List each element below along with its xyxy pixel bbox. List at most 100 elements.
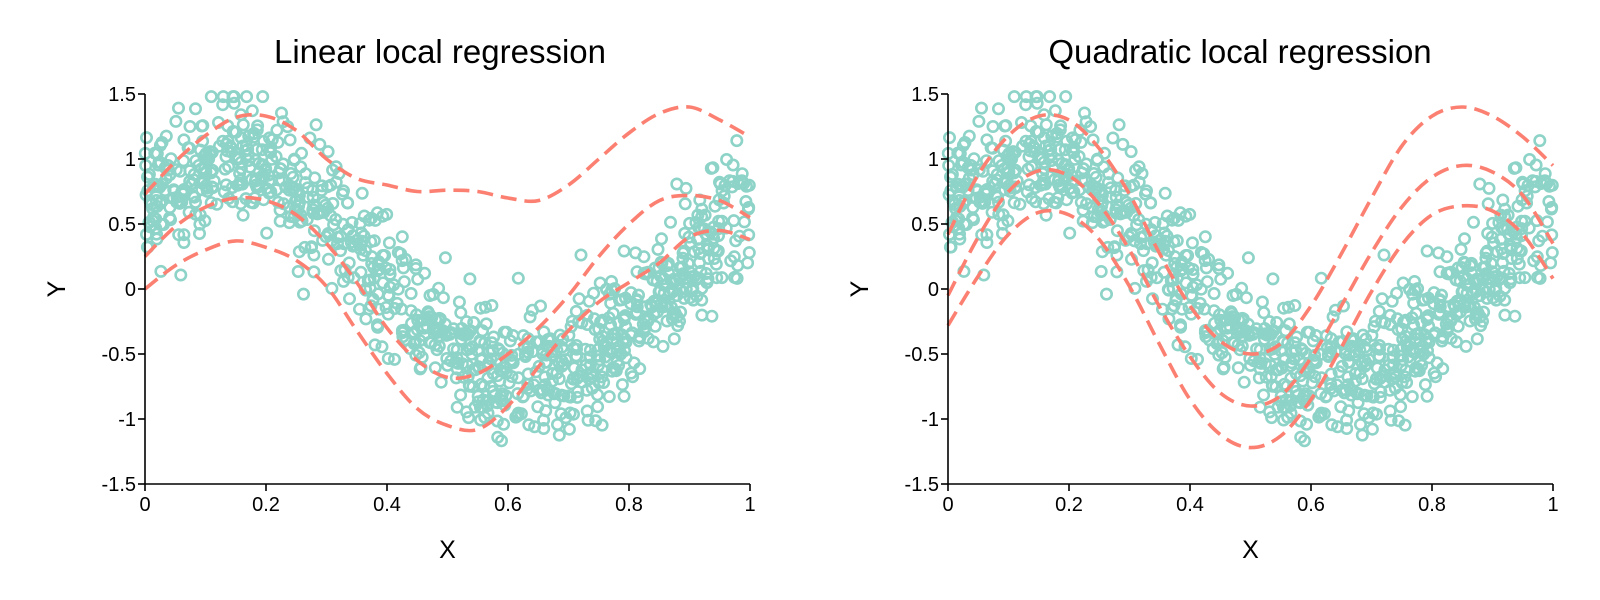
scatter-point — [678, 197, 692, 211]
scatter-point — [986, 120, 1000, 134]
scatter-point — [1503, 276, 1517, 290]
scatter-point — [1300, 325, 1314, 339]
scatter-point — [1182, 300, 1196, 314]
scatter-point — [1357, 388, 1371, 402]
scatter-point — [1545, 201, 1559, 215]
scatter-point — [1112, 118, 1126, 132]
scatter-point — [1263, 343, 1277, 357]
x-axis-label: X — [439, 536, 456, 564]
scatter-point — [1420, 244, 1434, 258]
scatter-point — [742, 246, 756, 260]
scatter-point — [478, 300, 492, 314]
scatter-point — [1481, 226, 1495, 240]
scatter-point — [1498, 293, 1512, 307]
scatter-point — [1110, 248, 1124, 262]
scatter-point — [368, 213, 382, 227]
scatter-point — [269, 150, 283, 164]
scatter-point — [1396, 332, 1410, 346]
panel-2: Quadratic local regression 0 0.2 0.4 0.6 0.8 1… — [846, 33, 1559, 564]
scatter-point — [257, 134, 271, 148]
scatter-point — [1007, 196, 1021, 210]
scatter-point — [1264, 359, 1278, 373]
scatter-series — [941, 90, 1559, 448]
scatter-point — [1158, 186, 1172, 200]
scatter-point — [1061, 164, 1075, 178]
scatter-point — [1412, 364, 1426, 378]
scatter-point — [307, 224, 321, 238]
scatter-point — [555, 359, 569, 373]
y-tick-label: 0 — [125, 279, 136, 301]
scatter-point — [991, 102, 1005, 116]
scatter-point — [1072, 150, 1086, 164]
scatter-point — [1529, 158, 1543, 172]
scatter-point — [614, 328, 628, 342]
scatter-point — [275, 173, 289, 187]
scatter-point — [676, 246, 690, 260]
scatter-point — [196, 172, 210, 186]
scatter-point — [1241, 251, 1255, 265]
scatter-point — [1399, 313, 1413, 327]
x-tick-label: 0.8 — [615, 494, 643, 516]
scatter-point — [1132, 160, 1146, 174]
x-tick-label: 1 — [1547, 494, 1558, 516]
scatter-point — [630, 294, 644, 308]
scatter-point — [395, 230, 409, 244]
scatter-point — [1377, 248, 1391, 262]
scatter-point — [1259, 370, 1273, 384]
scatter-point — [1140, 184, 1154, 198]
scatter-point — [1124, 145, 1138, 159]
scatter-point — [1473, 310, 1487, 324]
scatter-point — [249, 172, 263, 186]
scatter-point — [1089, 170, 1103, 184]
scatter-point — [286, 170, 300, 184]
scatter-point — [364, 235, 378, 249]
scatter-point — [485, 298, 499, 312]
scatter-point — [149, 221, 163, 235]
scatter-point — [1511, 199, 1525, 213]
scatter-point — [1095, 188, 1109, 202]
scatter-point — [974, 101, 988, 115]
scatter-point — [1383, 404, 1397, 418]
scatter-point — [1019, 98, 1033, 112]
scatter-point — [1470, 272, 1484, 286]
scatter-point — [1054, 119, 1068, 133]
scatter-point — [613, 339, 627, 353]
scatter-point — [497, 325, 511, 339]
scatter-point — [1342, 404, 1356, 418]
scatter-point — [496, 364, 510, 378]
scatter-point — [1174, 320, 1188, 334]
scatter-point — [225, 181, 239, 195]
scatter-point — [1028, 181, 1042, 195]
scatter-point — [199, 165, 213, 179]
x-tick-label: 1 — [744, 494, 755, 516]
scatter-point — [1420, 311, 1434, 325]
scatter-point — [992, 207, 1006, 221]
scatter-point — [294, 160, 308, 174]
scatter-point — [1449, 273, 1463, 287]
scatter-point — [691, 208, 705, 222]
scatter-point — [528, 420, 542, 434]
scatter-point — [320, 180, 334, 194]
scatter-point — [630, 300, 644, 314]
scatter-point — [234, 131, 248, 145]
scatter-point — [1429, 370, 1443, 384]
scatter-point — [1065, 186, 1079, 200]
x-axis-label: X — [1242, 536, 1259, 564]
scatter-point — [591, 400, 605, 414]
scatter-point — [1474, 319, 1488, 333]
scatter-point — [701, 239, 715, 253]
scatter-point — [438, 251, 452, 265]
scatter-point — [503, 334, 517, 348]
regression-curve-1 — [143, 104, 751, 204]
scatter-point — [1442, 266, 1456, 280]
scatter-point — [236, 208, 250, 222]
regression-curve-2 — [143, 193, 751, 381]
scatter-point — [1497, 264, 1511, 278]
scatter-point — [292, 188, 306, 202]
scatter-point — [980, 133, 994, 147]
scatter-point — [204, 196, 218, 210]
y-tick-label: -1.5 — [102, 474, 136, 496]
x-tick-label: 0.2 — [252, 494, 280, 516]
scatter-point — [1277, 301, 1291, 315]
